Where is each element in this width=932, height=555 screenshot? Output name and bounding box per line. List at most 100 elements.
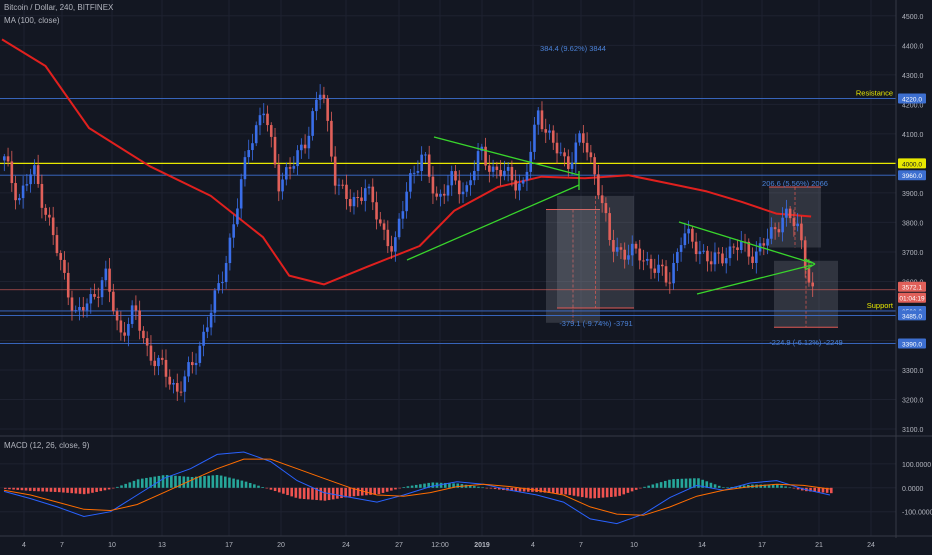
macd-histogram-bar [473,486,476,488]
macd-histogram-bar [124,483,127,488]
macd-histogram-bar [730,486,733,488]
candle-body [33,165,36,175]
candle-body [330,120,333,157]
macd-histogram-bar [593,487,597,499]
candle-body [420,154,423,172]
macd-histogram-bar [24,487,28,491]
candle-body [345,184,348,200]
macd-histogram-bar [373,487,377,495]
macd-histogram-bar [410,485,414,488]
trendlines[interactable] [406,136,816,295]
macd-histogram-bar [614,487,617,497]
triangle-upper-trendline[interactable] [433,136,580,176]
macd-histogram-bar [352,487,356,497]
time-tick-label: 2019 [474,542,490,549]
candle-body [593,157,596,175]
candle-body [525,171,529,181]
triangle-lower-trendline[interactable] [406,184,580,261]
macd-histogram-bar [381,487,385,493]
horizontal-levels[interactable] [0,98,896,344]
candle-body [269,125,273,137]
candle-body [634,243,638,249]
price-tag-label: 01:04:19 [899,296,925,303]
candle-body [168,376,172,385]
candle-body [97,296,100,298]
macd-histogram-bar [468,485,472,488]
macd-histogram-bar [722,487,725,488]
candle-body [300,144,303,151]
triangle-upper-trendline[interactable] [678,221,813,264]
candle-body [89,294,93,304]
price-tag [898,310,926,321]
time-tick-label: 7 [60,542,64,549]
macd-histogram-bar [8,487,11,490]
level-note: Resistance [856,88,893,97]
macd-legend[interactable]: MACD (12, 26, close, 9) [4,441,90,450]
macd-histogram-bar [398,487,401,489]
candle-body [93,294,96,297]
candle-body [44,207,47,215]
macd-histogram-bar [647,485,650,488]
candle-body [781,217,784,233]
macd-histogram-bar [701,479,704,488]
candle-body [412,172,416,174]
macd-histogram-bar [419,484,422,488]
candle-body [119,320,123,333]
candle-body [661,264,664,267]
candle-body [228,237,232,264]
macd-histogram-bar [28,487,32,491]
candle-body [751,256,754,263]
macd-histogram-bar [659,482,663,488]
time-tick-label: 10 [108,542,116,549]
candle-body [728,246,732,259]
macd-histogram-bar [510,487,513,492]
candle-body [679,245,683,252]
candle-body [277,164,281,192]
candle-body [503,170,506,177]
macd-histogram-bar [298,487,302,499]
triangle-lower-trendline[interactable] [696,264,813,295]
candle-body [491,166,495,172]
candle-body [266,113,269,126]
macd-histogram-bar [12,487,15,490]
macd-histogram-bar [182,476,186,488]
candle-body [104,268,108,281]
ma-legend[interactable]: MA (100, close) [4,16,60,25]
macd-histogram-bar [41,487,44,492]
price-tag-label: 3572.1 [902,285,922,292]
symbol-title[interactable]: Bitcoin / Dollar, 240, BITFINEX [4,3,114,12]
candle-body [563,152,566,157]
macd-histogram-bar [95,487,98,492]
macd-histogram-bar [514,487,518,492]
candle-body [21,185,25,199]
candle-body [127,323,130,336]
macd-histogram-bar [618,487,621,496]
macd-histogram-bar [830,487,833,494]
macd-histogram-bar [136,479,140,488]
candle-body [3,156,6,161]
candle-body [574,142,578,163]
macd-histogram-bar [57,487,61,493]
macd-histogram-bar [601,487,605,498]
price-tick-label: 3800.0 [902,220,924,227]
candle-body [713,252,717,265]
candle-body [766,238,769,246]
macd-histogram-bar [153,476,157,488]
macd-histogram-bar [622,487,626,495]
candle-body [649,258,653,269]
candle-body [213,290,217,313]
candle-body [85,303,89,311]
macd-histogram-bar [809,487,812,492]
annotations: 4500.0 4400.0 4300.0 4200.0 4100.0 4000.0 3900… [22,14,932,549]
candle-body [55,235,59,254]
macd-histogram-bar [390,487,393,491]
macd-histogram-bar [261,487,264,488]
time-tick-label: 4 [22,542,26,549]
candle-body [394,237,397,252]
candle-body [36,165,40,184]
time-tick-label: 24 [867,542,875,549]
candle-body [559,152,563,154]
candle-body [296,150,299,167]
